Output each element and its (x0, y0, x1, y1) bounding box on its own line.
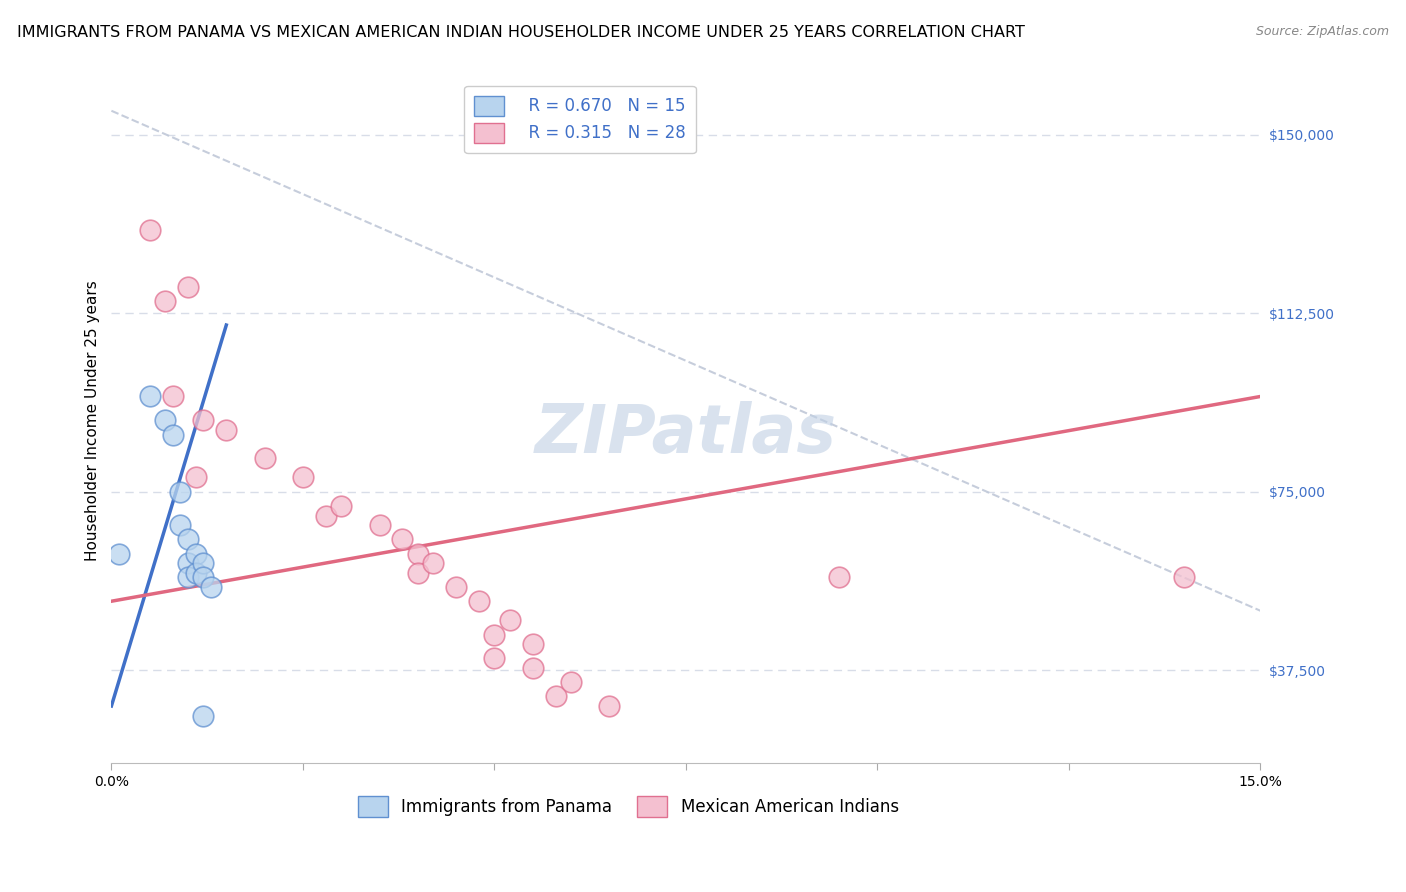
Point (484, 627, 506, 641)
Point (153, 294, 176, 309)
Point (169, 518, 191, 533)
Point (177, 280, 200, 294)
Point (215, 423, 238, 437)
Point (138, 223, 160, 237)
Point (406, 547, 429, 561)
Y-axis label: Householder Income Under 25 years: Householder Income Under 25 years (86, 280, 100, 561)
Point (184, 547, 207, 561)
Point (499, 613, 522, 627)
Point (484, 651, 506, 665)
Point (315, 508, 337, 523)
Point (560, 675, 582, 690)
Point (177, 533, 200, 547)
Point (193, 708, 215, 723)
Point (153, 413, 176, 427)
Point (253, 451, 276, 466)
Point (598, 698, 620, 713)
Point (828, 570, 851, 584)
Text: ZIPatlas: ZIPatlas (534, 401, 837, 467)
Point (544, 690, 567, 704)
Point (330, 499, 353, 513)
Point (522, 637, 544, 651)
Point (391, 533, 413, 547)
Point (368, 518, 391, 533)
Text: IMMIGRANTS FROM PANAMA VS MEXICAN AMERICAN INDIAN HOUSEHOLDER INCOME UNDER 25 YE: IMMIGRANTS FROM PANAMA VS MEXICAN AMERIC… (17, 25, 1025, 40)
Point (184, 566, 207, 580)
Point (200, 580, 222, 594)
Point (162, 427, 184, 442)
Point (184, 470, 207, 484)
Point (177, 570, 200, 584)
Point (193, 556, 215, 570)
Point (177, 556, 200, 570)
Point (291, 470, 314, 484)
Point (193, 570, 215, 584)
Point (138, 389, 160, 403)
Point (522, 661, 544, 675)
Point (169, 484, 191, 499)
Text: Source: ZipAtlas.com: Source: ZipAtlas.com (1256, 25, 1389, 38)
Point (193, 413, 215, 427)
Point (108, 547, 131, 561)
Point (422, 556, 444, 570)
Point (468, 594, 491, 608)
Point (1173, 570, 1195, 584)
Legend: Immigrants from Panama, Mexican American Indians: Immigrants from Panama, Mexican American… (352, 789, 905, 823)
Point (444, 580, 467, 594)
Point (406, 566, 429, 580)
Point (162, 389, 184, 403)
